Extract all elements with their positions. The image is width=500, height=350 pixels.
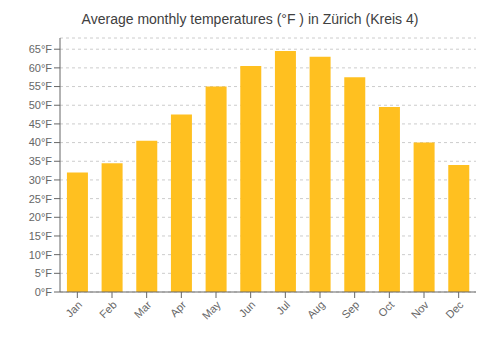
html-text:Average monthly temperatures (: Average monthly temperatures (°F ) in Zü… bbox=[81, 11, 419, 27]
svg-text:45°F: 45°F bbox=[29, 118, 53, 130]
svg-text:Feb: Feb bbox=[97, 298, 119, 320]
svg-text:Dec: Dec bbox=[443, 298, 466, 321]
svg-text:Apr: Apr bbox=[168, 298, 189, 319]
svg-text:65°F: 65°F bbox=[29, 43, 53, 55]
svg-text:25°F: 25°F bbox=[29, 193, 53, 205]
svg-text:5°F: 5°F bbox=[35, 267, 53, 279]
svg-text:55°F: 55°F bbox=[29, 80, 53, 92]
svg-text:May: May bbox=[200, 298, 224, 322]
svg-text:Sep: Sep bbox=[339, 298, 361, 320]
svg-text:50°F: 50°F bbox=[29, 99, 53, 111]
svg-text:40°F: 40°F bbox=[29, 136, 53, 148]
svg-text:20°F: 20°F bbox=[29, 211, 53, 223]
svg-text:30°F: 30°F bbox=[29, 174, 53, 186]
svg-text:Jan: Jan bbox=[63, 298, 84, 319]
svg-text:60°F: 60°F bbox=[29, 62, 53, 74]
svg-text:0°F: 0°F bbox=[35, 286, 53, 298]
svg-text:Mar: Mar bbox=[132, 298, 154, 320]
svg-text:Jul: Jul bbox=[274, 298, 292, 316]
svg-text:35°F: 35°F bbox=[29, 155, 53, 167]
svg-text:Aug: Aug bbox=[305, 298, 327, 320]
svg-text:Nov: Nov bbox=[409, 298, 432, 321]
svg-text:Oct: Oct bbox=[376, 298, 397, 319]
svg-text:Jun: Jun bbox=[237, 298, 258, 319]
svg-text:15°F: 15°F bbox=[29, 230, 53, 242]
svg-text:10°F: 10°F bbox=[29, 249, 53, 261]
